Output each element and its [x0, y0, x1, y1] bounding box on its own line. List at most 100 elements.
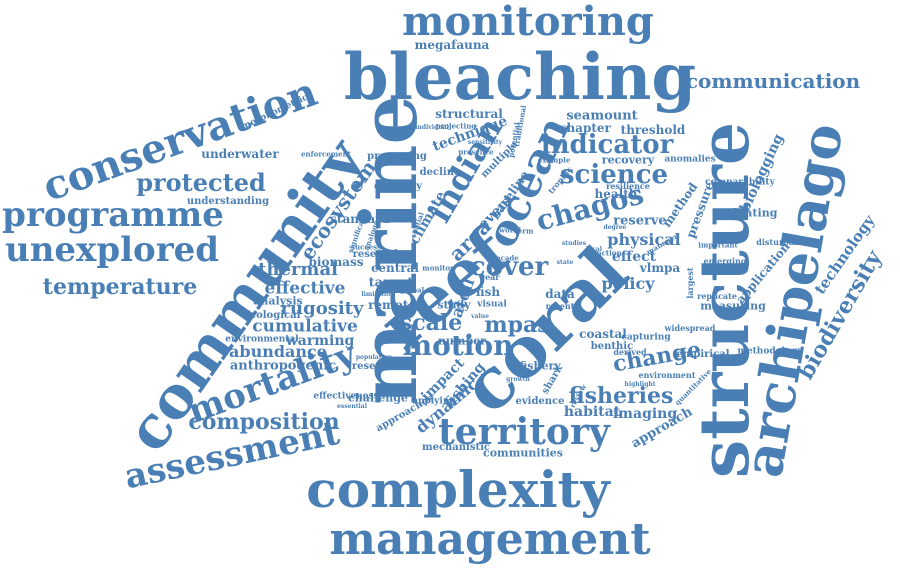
word-ecological: ecological: [243, 310, 301, 321]
word-temperature: temperature: [42, 274, 198, 300]
word-emerging: emerging: [703, 256, 747, 266]
word-resilience: resilience: [606, 181, 650, 191]
word-fisheries: fisheries: [568, 383, 674, 409]
word-environment: environment: [638, 370, 696, 380]
word-bleaching: bleaching: [343, 40, 697, 115]
word-threshold: threshold: [620, 123, 686, 137]
word-target: target: [368, 275, 414, 291]
word-physical: physical: [607, 230, 681, 249]
word-diversity: diversity: [373, 181, 423, 192]
word-derived: derived: [613, 347, 647, 357]
word-cover: cover: [469, 252, 549, 282]
word-data: data: [545, 287, 575, 301]
word-recent: recent: [545, 301, 575, 311]
word-communication: communication: [685, 69, 861, 93]
word-population: population: [355, 354, 393, 361]
word-mpas: mpas: [484, 312, 550, 338]
word-highlight: highlight: [624, 381, 656, 388]
word-territory: territory: [438, 411, 610, 453]
word-local: local: [585, 246, 603, 253]
word-widespread: widespread: [664, 323, 716, 333]
word-research: research: [352, 249, 402, 260]
word-fish: fish: [475, 285, 501, 299]
word-rugosity: rugosity: [280, 298, 364, 319]
word-term: term: [514, 226, 534, 236]
word-vlmpa: vlmpa: [639, 261, 681, 275]
word-motion: motion: [402, 329, 514, 362]
word-management: management: [329, 514, 651, 565]
word-preserving: preserving: [367, 151, 427, 162]
word-analysis: analysis: [253, 294, 303, 308]
word-monitor: monitor: [422, 263, 454, 273]
word-anomalies: anomalies: [664, 154, 716, 165]
word-world: world: [499, 225, 521, 235]
word-coastal: coastal: [579, 327, 627, 341]
word-warming: warming: [285, 333, 355, 349]
word-habitat: habitat: [563, 404, 621, 420]
word-central: central: [371, 261, 419, 275]
word-effective: effective: [264, 278, 346, 299]
word-largest: largest: [685, 267, 695, 299]
word-thermal: thermal: [258, 259, 338, 280]
word-sensitivity: sensitivity: [467, 139, 503, 146]
word-programme: programme: [2, 195, 224, 235]
word-global: global: [399, 285, 425, 295]
word-structural: structural: [435, 107, 503, 121]
word-enforcement: enforcement: [301, 149, 351, 159]
word-decade: decade: [491, 253, 519, 263]
word-benthic: benthic: [590, 341, 634, 352]
word-scale: scale: [399, 310, 463, 336]
word-model: model: [409, 306, 431, 313]
word-effect: effect: [611, 249, 657, 265]
word-indicator: indicator: [540, 130, 674, 160]
word-health: health: [594, 187, 638, 201]
word-monitoring: monitoring: [402, 0, 654, 45]
word-mechanistic: mechanistic: [422, 442, 490, 453]
word-effectiveness: effectiveness: [313, 391, 379, 402]
word-evaluating: evaluating: [712, 206, 778, 220]
word-remote: remote: [368, 298, 416, 312]
word-function: function: [588, 248, 622, 258]
word-value: value: [471, 313, 489, 320]
word-evidence: evidence: [515, 396, 565, 407]
word-communities: communities: [483, 446, 563, 460]
word-complexity: complexity: [306, 460, 610, 519]
word-protected: protected: [136, 168, 266, 197]
word-study: study: [437, 298, 471, 312]
word-recovery: recovery: [601, 153, 655, 167]
word-capturing: capturing: [621, 332, 671, 343]
word-individual: individual: [415, 124, 449, 131]
word-chapter: chapter: [559, 121, 611, 135]
word-anthropogenic: anthropogenic: [229, 358, 337, 374]
word-methodology: methodology: [737, 346, 803, 357]
word-example: example: [537, 155, 571, 165]
word-environmental: environmental: [225, 334, 299, 345]
word-projecting: projecting: [435, 121, 477, 131]
word-visual: visual: [477, 299, 507, 310]
word-limitation: limitation: [361, 291, 395, 298]
word-composition: composition: [188, 409, 340, 435]
word-science: science: [559, 160, 669, 190]
word-essential: essential: [337, 403, 367, 410]
word-imaging: imaging: [612, 406, 678, 422]
word-empirical: empirical: [676, 349, 730, 360]
word-understanding: understanding: [186, 196, 270, 207]
word-success: success: [351, 242, 381, 252]
word-cumulative: cumulative: [252, 316, 358, 337]
word-abundance: abundance: [229, 342, 327, 361]
word-year: year: [480, 272, 500, 282]
word-standard: standard: [330, 212, 390, 226]
word-measuring: measuring: [700, 299, 766, 313]
word-reserve: reserve: [613, 213, 667, 229]
word-biomass: biomass: [308, 255, 364, 269]
word-decline: decline: [419, 167, 461, 178]
word-replicate: replicate: [697, 291, 737, 301]
word-challenge: challenge: [348, 391, 408, 405]
word-comparability: comparability: [705, 177, 775, 188]
word-state: state: [556, 259, 574, 266]
word-policy: policy: [601, 274, 655, 293]
word-presence: presence: [458, 147, 494, 157]
word-seamount: seamount: [566, 108, 638, 124]
word-unexplored: unexplored: [4, 230, 220, 270]
